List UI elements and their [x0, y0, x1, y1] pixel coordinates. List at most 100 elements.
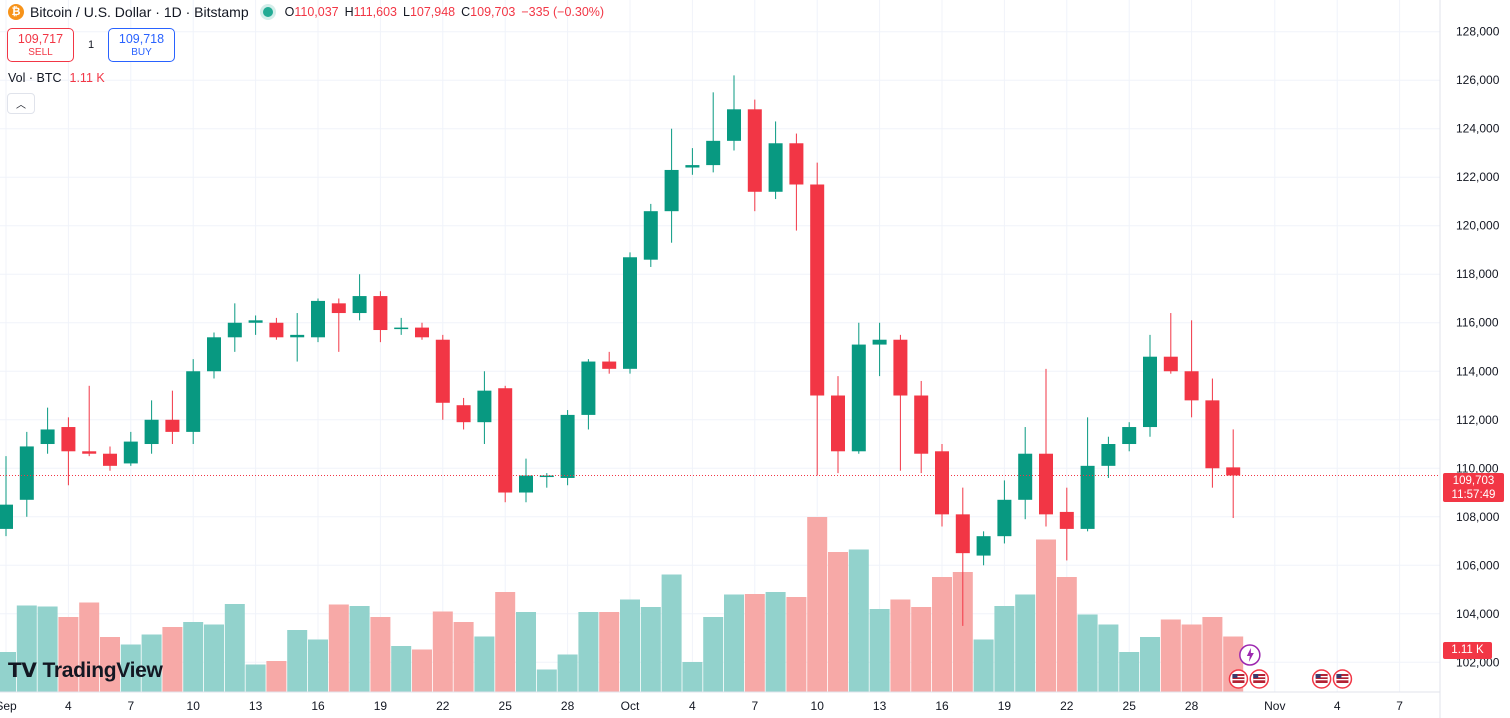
us-economic-event-icon[interactable]: [1332, 669, 1353, 689]
candle-body[interactable]: [456, 405, 471, 423]
candle-body[interactable]: [103, 453, 117, 466]
candle-body[interactable]: [269, 322, 284, 338]
candle-body[interactable]: [144, 419, 159, 445]
candle-body[interactable]: [165, 419, 180, 432]
candle-body[interactable]: [893, 339, 908, 396]
candle-body[interactable]: [623, 257, 637, 369]
volume-bar: [453, 622, 474, 692]
candles: [0, 75, 1241, 626]
candle-body[interactable]: [311, 300, 325, 338]
current-volume-tag: 1.11 K: [1443, 642, 1492, 659]
candle-body[interactable]: [768, 143, 783, 192]
candle-body[interactable]: [498, 388, 513, 493]
volume-bar: [911, 607, 932, 692]
us-economic-event-icon[interactable]: [1249, 669, 1269, 689]
candle-body[interactable]: [40, 429, 55, 445]
candle-body[interactable]: [872, 339, 887, 345]
candle-body[interactable]: [373, 296, 388, 331]
candle-body[interactable]: [1226, 467, 1241, 476]
candle-body[interactable]: [1039, 453, 1053, 515]
candle-body[interactable]: [789, 143, 804, 185]
volume-bar: [162, 627, 183, 692]
candle-body[interactable]: [810, 184, 825, 396]
candle-body[interactable]: [186, 371, 201, 432]
volume-bar: [328, 604, 349, 692]
ohlc-values: O110,037 H111,603 L107,948 C109,703 −335…: [285, 5, 604, 19]
candle-body[interactable]: [727, 109, 741, 141]
candle-body[interactable]: [477, 390, 492, 423]
candle-body[interactable]: [997, 499, 1012, 537]
volume-bar: [245, 664, 266, 692]
volume-bar: [786, 597, 807, 692]
candle-body[interactable]: [602, 361, 617, 369]
candle-body[interactable]: [61, 427, 76, 452]
candle-body[interactable]: [851, 344, 866, 452]
y-tick-label: 106,000: [1456, 558, 1500, 572]
volume-legend-label[interactable]: Vol · BTC: [8, 71, 62, 85]
y-tick-label: 118,000: [1456, 267, 1499, 281]
candle-body[interactable]: [1143, 356, 1157, 428]
volume-legend-value: 1.11 K: [69, 71, 105, 85]
candle-body[interactable]: [539, 475, 554, 478]
volume-bar: [37, 606, 58, 692]
candle-body[interactable]: [914, 395, 929, 454]
volume-bar: [557, 654, 578, 692]
candle-body[interactable]: [123, 441, 138, 464]
candle-body[interactable]: [1018, 453, 1033, 500]
candle-body[interactable]: [0, 504, 13, 529]
candle-body[interactable]: [831, 395, 845, 452]
candle-body[interactable]: [1101, 444, 1116, 466]
candle-body[interactable]: [643, 211, 658, 260]
y-tick-label: 110,000: [1456, 461, 1499, 475]
candle-body[interactable]: [1205, 400, 1220, 469]
us-economic-event-icon[interactable]: [1228, 669, 1249, 689]
volume-bar: [141, 634, 162, 692]
candle-body[interactable]: [290, 334, 305, 338]
candle-body[interactable]: [1122, 427, 1137, 445]
candle-body[interactable]: [331, 303, 346, 314]
candle-body[interactable]: [1059, 511, 1074, 529]
tradingview-logo-text: TradingView: [42, 658, 163, 682]
candle-body[interactable]: [935, 451, 949, 515]
volume-bars: [0, 517, 1244, 692]
volume-bar: [869, 609, 890, 692]
spread-value: 1: [87, 39, 95, 51]
candle-body[interactable]: [955, 514, 970, 554]
bar-countdown: 11:57:49: [1451, 489, 1496, 501]
candle-body[interactable]: [664, 169, 679, 212]
candle-body[interactable]: [227, 322, 242, 338]
candle-body[interactable]: [1163, 356, 1178, 372]
collapse-legend-button[interactable]: ︿: [7, 93, 35, 114]
candle-body[interactable]: [706, 140, 721, 166]
candle-body[interactable]: [352, 296, 367, 314]
candle-body[interactable]: [519, 475, 533, 493]
candle-body[interactable]: [435, 339, 450, 403]
us-economic-event-icon[interactable]: [1311, 669, 1332, 689]
candle-body[interactable]: [415, 327, 429, 338]
candle-body[interactable]: [248, 320, 263, 323]
candle-body[interactable]: [394, 327, 409, 330]
buy-button[interactable]: 109,718 BUY: [108, 28, 175, 62]
y-tick-label: 120,000: [1456, 219, 1500, 233]
x-tick-label: 16: [311, 699, 325, 713]
candle-body[interactable]: [1184, 371, 1199, 401]
candle-body[interactable]: [976, 536, 991, 556]
volume-bar: [1056, 577, 1077, 692]
tradingview-logo[interactable]: 𝗧𝗩 TradingView: [8, 658, 163, 683]
candle-body[interactable]: [581, 361, 596, 415]
sell-button[interactable]: 109,717 SELL: [7, 28, 74, 62]
candle-body[interactable]: [560, 414, 575, 478]
symbol-title[interactable]: Bitcoin / U.S. Dollar · 1D · Bitstamp: [30, 4, 249, 20]
volume-bar: [703, 617, 724, 692]
candle-body[interactable]: [685, 165, 700, 168]
volume-bar: [308, 639, 328, 692]
earnings-event-icon[interactable]: [1239, 644, 1261, 666]
candle-body[interactable]: [1080, 465, 1095, 529]
candle-body[interactable]: [207, 337, 221, 372]
volume-bar: [640, 607, 661, 692]
candle-body[interactable]: [19, 446, 34, 500]
candle-body[interactable]: [82, 451, 97, 454]
candle-body[interactable]: [747, 109, 762, 192]
